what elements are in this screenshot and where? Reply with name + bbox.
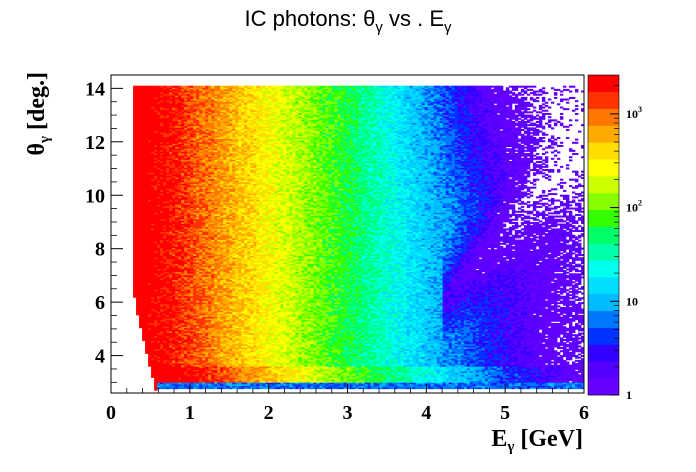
heatmap-cell	[148, 86, 151, 88]
heatmap-cell	[184, 86, 187, 88]
heatmap-cell	[169, 86, 172, 88]
heatmap-cell	[178, 86, 181, 88]
heatmap-cell	[172, 86, 175, 88]
heatmap-cell	[160, 86, 163, 88]
heatmap-cells	[133, 86, 584, 391]
heatmap-cell	[187, 86, 190, 88]
heatmap-cell	[139, 86, 142, 88]
heatmap-cell	[136, 86, 139, 88]
heatmap-cell	[157, 86, 160, 88]
heatmap-cell	[208, 86, 211, 88]
title-sub2: γ	[444, 19, 452, 36]
heatmap-cell	[193, 86, 196, 88]
heatmap-cell	[196, 86, 199, 88]
heatmap-cell	[211, 86, 214, 88]
heatmap-cell	[163, 86, 166, 88]
title-main: IC photons: θ	[245, 6, 376, 31]
heatmap-cell	[151, 86, 154, 88]
chart-title: IC photons: θγ vs . Eγ	[245, 6, 453, 36]
heatmap-cell	[205, 86, 208, 88]
title-mid: vs . E	[383, 6, 444, 31]
heatmap-cell	[154, 86, 157, 88]
heatmap-cell	[133, 86, 136, 88]
heatmap-cell	[199, 86, 202, 88]
heatmap-cell	[190, 86, 193, 88]
heatmap-cell	[166, 86, 169, 88]
heatmap-cell	[175, 86, 178, 88]
heatmap-cell	[142, 86, 145, 88]
heatmap-cell	[202, 86, 205, 88]
heatmap-cell	[181, 86, 184, 88]
heatmap-cell	[145, 86, 148, 88]
